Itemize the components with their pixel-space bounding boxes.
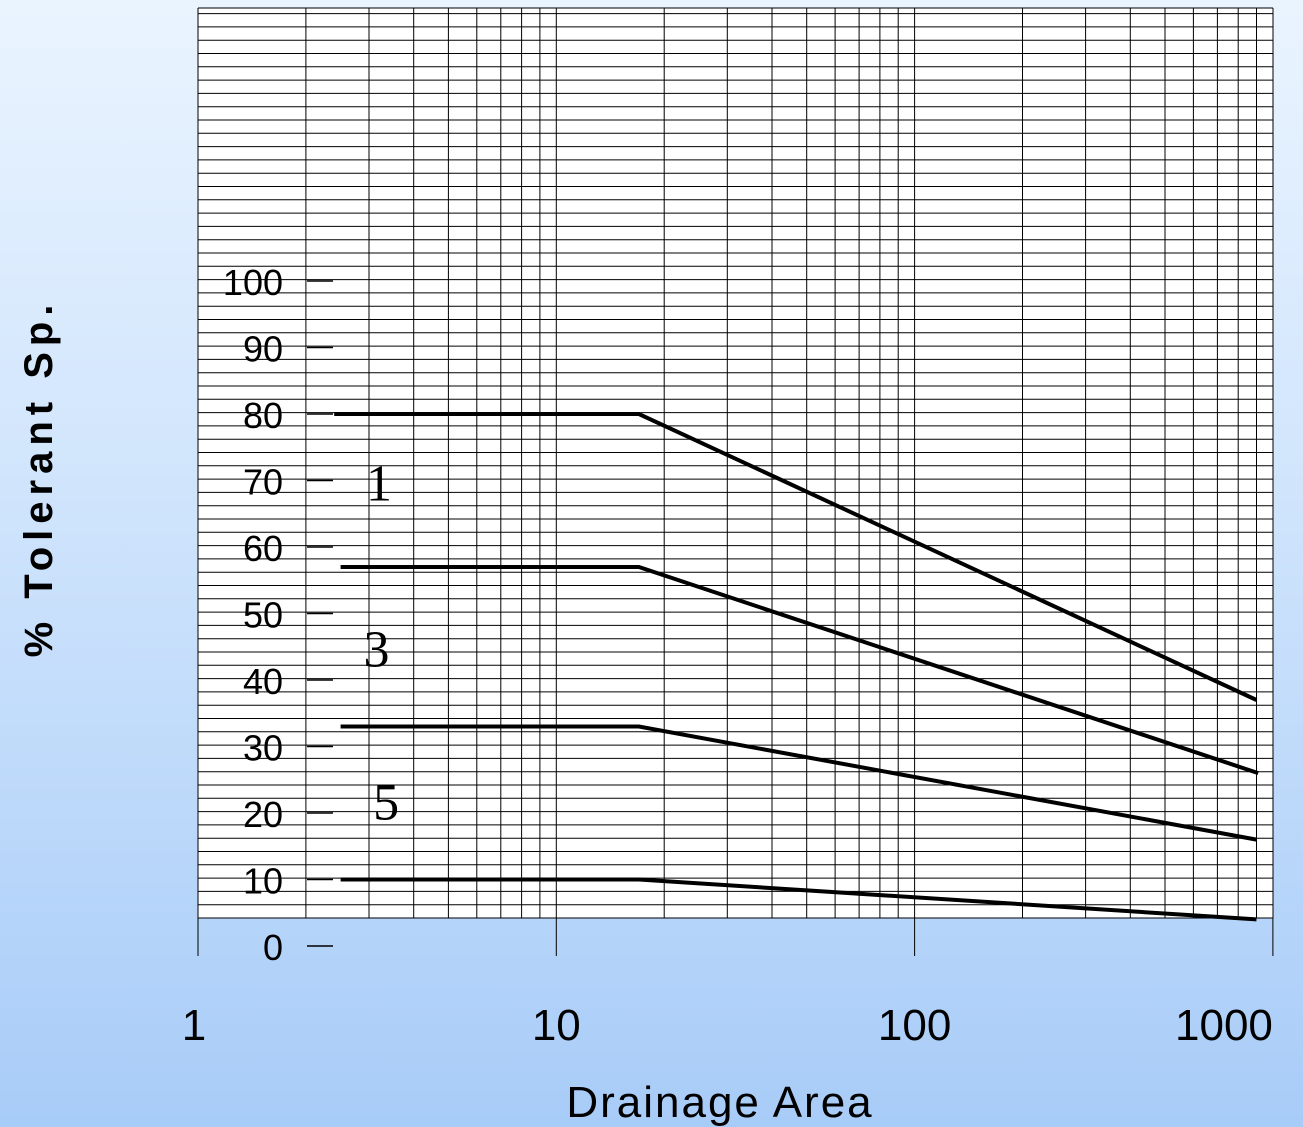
y-tick-label: 70 (243, 462, 283, 503)
series-line-4 (340, 877, 1257, 922)
y-tick-label: 60 (243, 528, 283, 569)
y-tick-label: 90 (243, 329, 283, 370)
curve-labels: 1 3 5 (364, 455, 400, 831)
series-line-1 (334, 412, 1258, 702)
series-line-2 (340, 565, 1259, 775)
curve-label: 5 (373, 775, 399, 832)
series-line-3 (340, 724, 1257, 842)
y-axis-title: % Tolerant Sp. (17, 299, 61, 658)
series-group (334, 412, 1259, 922)
curve-label: 1 (366, 455, 392, 512)
y-tick-label: 0 (263, 927, 283, 968)
x-tick-label: 1 (182, 1001, 206, 1050)
curve-label: 3 (364, 622, 390, 679)
y-tick-label: 50 (243, 595, 283, 636)
x-tick-label: 100 (878, 1001, 951, 1050)
x-tick-label: 10 (532, 1001, 581, 1050)
x-tick-label: 1000 (1175, 1001, 1273, 1050)
y-axis: 0 10 20 30 40 50 60 70 80 90 100 (223, 262, 333, 968)
plot-area (198, 8, 1273, 918)
x-axis-title: Drainage Area (566, 1078, 873, 1127)
x-axis: 1 10 100 1000 (182, 918, 1274, 1050)
y-tick-label: 20 (243, 794, 283, 835)
y-tick-label: 30 (243, 728, 283, 769)
y-tick-label: 40 (243, 661, 283, 702)
y-tick-label: 10 (243, 861, 283, 902)
y-tick-label: 80 (243, 395, 283, 436)
y-tick-label: 100 (223, 262, 283, 303)
